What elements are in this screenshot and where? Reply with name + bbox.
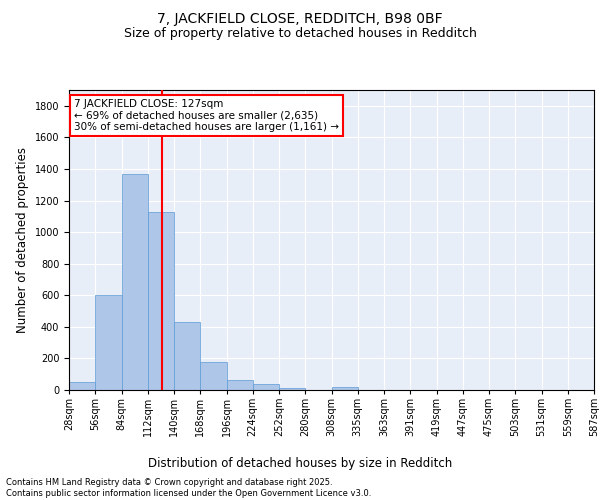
Text: 7 JACKFIELD CLOSE: 127sqm
← 69% of detached houses are smaller (2,635)
30% of se: 7 JACKFIELD CLOSE: 127sqm ← 69% of detac… bbox=[74, 99, 339, 132]
Bar bbox=[331, 387, 358, 390]
Y-axis label: Number of detached properties: Number of detached properties bbox=[16, 147, 29, 333]
Bar bbox=[148, 212, 174, 390]
Text: Size of property relative to detached houses in Redditch: Size of property relative to detached ho… bbox=[124, 28, 476, 40]
Bar bbox=[174, 322, 200, 390]
Bar bbox=[253, 384, 279, 390]
Text: 7, JACKFIELD CLOSE, REDDITCH, B98 0BF: 7, JACKFIELD CLOSE, REDDITCH, B98 0BF bbox=[157, 12, 443, 26]
Bar bbox=[227, 380, 253, 390]
Text: Distribution of detached houses by size in Redditch: Distribution of detached houses by size … bbox=[148, 458, 452, 470]
Bar bbox=[69, 382, 95, 390]
Text: Contains HM Land Registry data © Crown copyright and database right 2025.
Contai: Contains HM Land Registry data © Crown c… bbox=[6, 478, 371, 498]
Bar bbox=[200, 362, 227, 390]
Bar bbox=[279, 388, 305, 390]
Bar bbox=[121, 174, 148, 390]
Bar bbox=[95, 296, 121, 390]
